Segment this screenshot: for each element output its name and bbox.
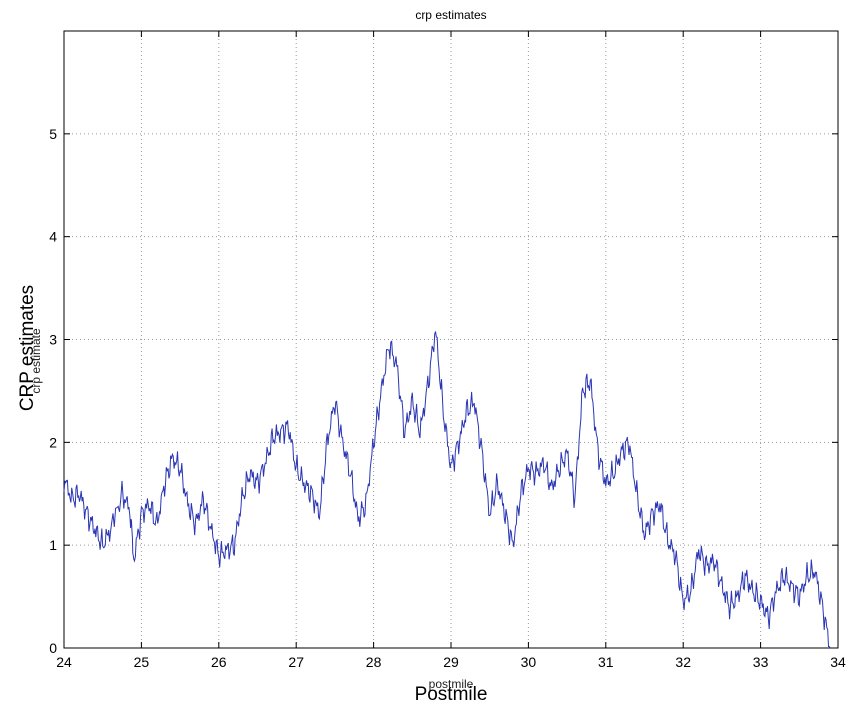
y-tick-label: 0 — [49, 640, 57, 656]
x-tick-label: 32 — [675, 654, 691, 670]
x-tick-label: 31 — [598, 654, 614, 670]
y-axis-overlay-label: CRP estimates — [17, 285, 38, 411]
x-axis-label: postmile — [429, 677, 474, 691]
x-tick-label: 28 — [366, 654, 382, 670]
y-tick-label: 2 — [49, 434, 57, 450]
y-tick-label: 5 — [49, 126, 57, 142]
x-tick-label: 25 — [134, 654, 150, 670]
y-tick-label: 1 — [49, 537, 57, 553]
x-tick-label: 24 — [56, 654, 72, 670]
x-tick-label: 27 — [288, 654, 304, 670]
x-tick-label: 29 — [443, 654, 459, 670]
y-tick-label: 4 — [49, 229, 57, 245]
y-tick-label: 3 — [49, 332, 57, 348]
series-line-0 — [63, 331, 831, 649]
x-tick-label: 34 — [830, 654, 846, 670]
x-axis-overlay-label: Postmile — [415, 684, 488, 705]
y-axis-label: crp estimate — [29, 328, 43, 394]
chart-title: crp estimates — [415, 8, 486, 22]
grid — [63, 31, 839, 649]
x-tick-label: 26 — [211, 654, 227, 670]
axis-ticks — [63, 31, 839, 649]
x-tick-label: 30 — [521, 654, 537, 670]
x-tick-label: 33 — [753, 654, 769, 670]
series-group — [63, 331, 831, 649]
